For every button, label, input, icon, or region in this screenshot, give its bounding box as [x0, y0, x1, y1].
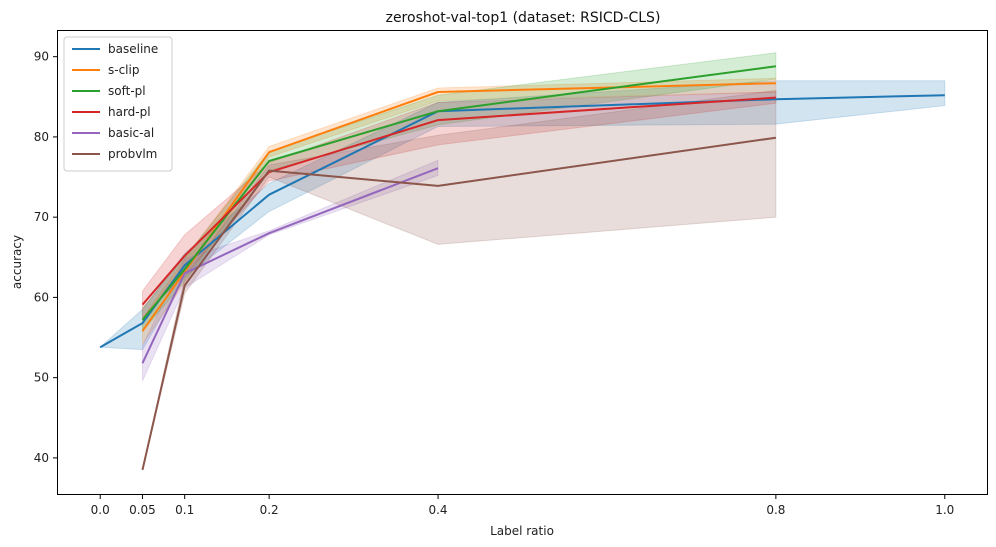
legend-label-basic-al: basic-al [108, 126, 154, 140]
y-tick-label: 60 [34, 290, 49, 304]
legend-label-hard-pl: hard-pl [108, 105, 151, 119]
plot-frame [57, 30, 988, 495]
x-tick-label: 0.05 [129, 503, 156, 517]
chart-title: zeroshot-val-top1 (dataset: RSICD-CLS) [386, 10, 661, 26]
y-tick-label: 80 [34, 130, 49, 144]
y-tick-label: 50 [34, 371, 49, 385]
y-tick-label: 70 [34, 210, 49, 224]
x-axis-label: Label ratio [490, 524, 554, 538]
series-lines [99, 65, 945, 471]
legend-label-probvlm: probvlm [108, 147, 157, 161]
x-tick-label: 0.0 [91, 503, 110, 517]
x-tick-label: 1.0 [935, 503, 954, 517]
y-axis: 40 50 60 70 80 90 [34, 50, 58, 465]
x-tick-label: 0.1 [175, 503, 194, 517]
band-probvlm [142, 89, 777, 471]
y-axis-label: accuracy [10, 235, 24, 289]
line-basic-al [141, 167, 439, 364]
y-tick-label: 40 [34, 451, 49, 465]
line-soft-pl [141, 65, 777, 321]
line-s-clip [141, 82, 776, 332]
x-axis: 0.0 0.05 0.1 0.2 0.4 0.8 1.0 [91, 494, 954, 517]
y-tick-label: 90 [34, 50, 49, 64]
band-hard-pl [142, 91, 777, 319]
x-tick-label: 0.2 [260, 503, 279, 517]
legend-label-baseline: baseline [108, 42, 158, 56]
legend-label-soft-pl: soft-pl [108, 84, 146, 98]
legend: baseline s-clip soft-pl hard-pl basic-al prob… [63, 36, 173, 172]
x-tick-label: 0.8 [766, 503, 785, 517]
line-baseline [99, 94, 945, 349]
legend-label-s-clip: s-clip [108, 63, 139, 77]
line-probvlm [141, 136, 777, 471]
x-tick-label: 0.4 [428, 503, 447, 517]
